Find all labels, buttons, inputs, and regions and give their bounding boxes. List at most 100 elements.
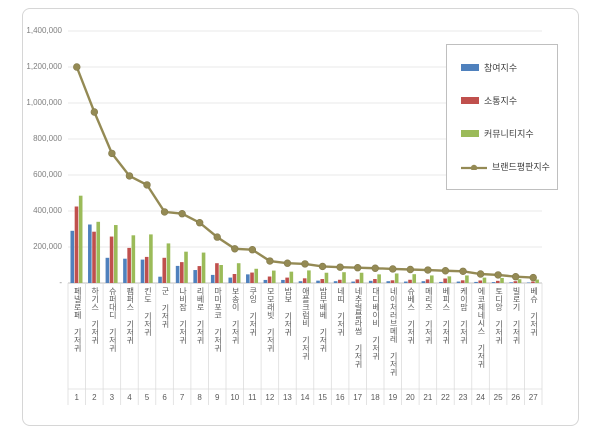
x-axis-rank-label: 4 (127, 392, 132, 402)
x-axis-category-label: 슈퍼대디 기저귀 (108, 287, 118, 352)
x-axis-rank-label: 20 (405, 392, 415, 402)
y-axis-tick-label: 1,400,000 (26, 26, 62, 35)
bar (289, 271, 294, 283)
bar (250, 272, 254, 283)
bar (193, 270, 197, 283)
bar (421, 281, 426, 283)
bar (386, 281, 391, 283)
x-axis-rank-label: 8 (197, 392, 202, 402)
x-axis-category: 나비잠 기저귀 (173, 287, 191, 387)
x-axis-category: 빌로기 기저귀 (507, 287, 525, 387)
bar (281, 279, 285, 283)
x-axis-category-label: 하기스 기저귀 (90, 287, 100, 344)
x-axis-category-label: 네추럴블라썸 기저귀 (354, 287, 364, 368)
bar (351, 281, 355, 283)
x-axis-category-label: 모모래빗 기저귀 (266, 287, 276, 352)
legend-item: 소통지수 (461, 94, 557, 107)
bar (359, 272, 364, 283)
x-axis-rank-label: 9 (214, 392, 220, 402)
line-marker (248, 246, 257, 254)
y-axis-tick-label: 200,000 (33, 242, 62, 251)
legend-label: 소통지수 (484, 96, 518, 106)
x-axis-category-label: 마미포코 기저귀 (213, 287, 223, 352)
x-axis-category: 군 기저귀 (156, 287, 174, 387)
line-marker (178, 210, 186, 218)
bar (131, 235, 136, 283)
x-axis-rank-label: 3 (109, 392, 115, 402)
bar (404, 281, 408, 283)
x-axis-category: 슈퍼대디 기저귀 (103, 287, 121, 387)
bar (158, 276, 162, 283)
x-axis-category: 베슈 기저귀 (524, 287, 542, 387)
x-axis-rank-label: 23 (458, 392, 468, 402)
bar (517, 279, 522, 283)
bar (197, 266, 202, 283)
x-axis-rank-label: 2 (92, 392, 97, 402)
bar (355, 279, 360, 283)
bar (324, 272, 329, 283)
bar (285, 277, 289, 283)
bar (184, 251, 188, 283)
x-axis-rank-label: 21 (423, 392, 433, 402)
x-axis-rank-label: 15 (318, 392, 327, 402)
line-marker (353, 264, 362, 272)
line-marker (406, 265, 415, 274)
x-axis-category: 네추럴블라썸 기저귀 (349, 287, 367, 387)
y-axis-tick-label: - (59, 278, 62, 287)
line-marker (108, 149, 116, 158)
bar (425, 279, 430, 283)
x-axis-category: 쿠잉 기저귀 (244, 287, 262, 387)
x-axis-category: 에코제네시스 기저귀 (472, 287, 490, 387)
x-axis-category-label: 베피스 기저귀 (441, 287, 451, 344)
bar (509, 282, 513, 283)
bar (175, 265, 180, 283)
x-axis-category: 하기스 기저귀 (86, 287, 104, 387)
bar (140, 259, 145, 283)
bar (232, 274, 237, 283)
x-axis-category: 대디베이비 기저귀 (366, 287, 384, 387)
bar (408, 279, 412, 283)
x-axis-category-label: 대디베이비 기저귀 (371, 287, 381, 360)
bar (316, 280, 320, 283)
x-axis-rank-label: 17 (353, 392, 363, 402)
bar (210, 274, 215, 283)
x-axis-category: 네이처러브메레 기저귀 (384, 287, 402, 387)
x-axis-category-label: 쿠잉 기저귀 (248, 287, 258, 336)
x-axis-rank-label: 13 (282, 392, 292, 402)
line-marker (90, 108, 99, 116)
bar (368, 280, 373, 283)
bar (333, 281, 338, 283)
x-axis-category-label: 베슈 기저귀 (529, 287, 539, 336)
bar (465, 275, 469, 283)
bar (531, 281, 535, 283)
line-marker (424, 266, 432, 274)
legend-label: 참여지수 (484, 63, 518, 73)
x-axis-category: 케이맘 기저귀 (454, 287, 472, 387)
bar (263, 279, 268, 283)
x-axis-rank-label: 22 (440, 392, 450, 402)
x-axis-category-label: 킨도 기저귀 (143, 287, 153, 336)
x-axis-category: 메리즈 기저귀 (419, 287, 437, 387)
x-axis-category-label: 케이맘 기저귀 (459, 287, 469, 344)
bar (123, 258, 127, 283)
bar (271, 270, 276, 283)
x-axis-rank-label: 7 (179, 392, 185, 402)
bar (491, 282, 496, 283)
x-axis-category-label: 네이처러브메레 기저귀 (389, 287, 399, 376)
bar (96, 221, 101, 283)
bar (92, 231, 96, 283)
x-axis-category: 밤보 기저귀 (279, 287, 297, 387)
bar (254, 268, 259, 283)
bar (70, 230, 75, 283)
bar (109, 236, 114, 283)
legend-item: 커뮤니티지수 (461, 127, 557, 140)
legend-bar-swatch-icon (461, 97, 479, 104)
x-axis-rank-label: 1 (74, 392, 79, 402)
bar (246, 274, 250, 283)
x-axis-rank-label: 11 (248, 392, 257, 402)
legend: 참여지수 소통지수 커뮤니티지수 브랜드평판지수 (446, 44, 558, 190)
x-axis-category: 페넬로페 기저귀 (68, 287, 86, 387)
x-axis-category: 모모래빗 기저귀 (261, 287, 279, 387)
x-axis-category-label: 리베로 기저귀 (196, 287, 206, 344)
